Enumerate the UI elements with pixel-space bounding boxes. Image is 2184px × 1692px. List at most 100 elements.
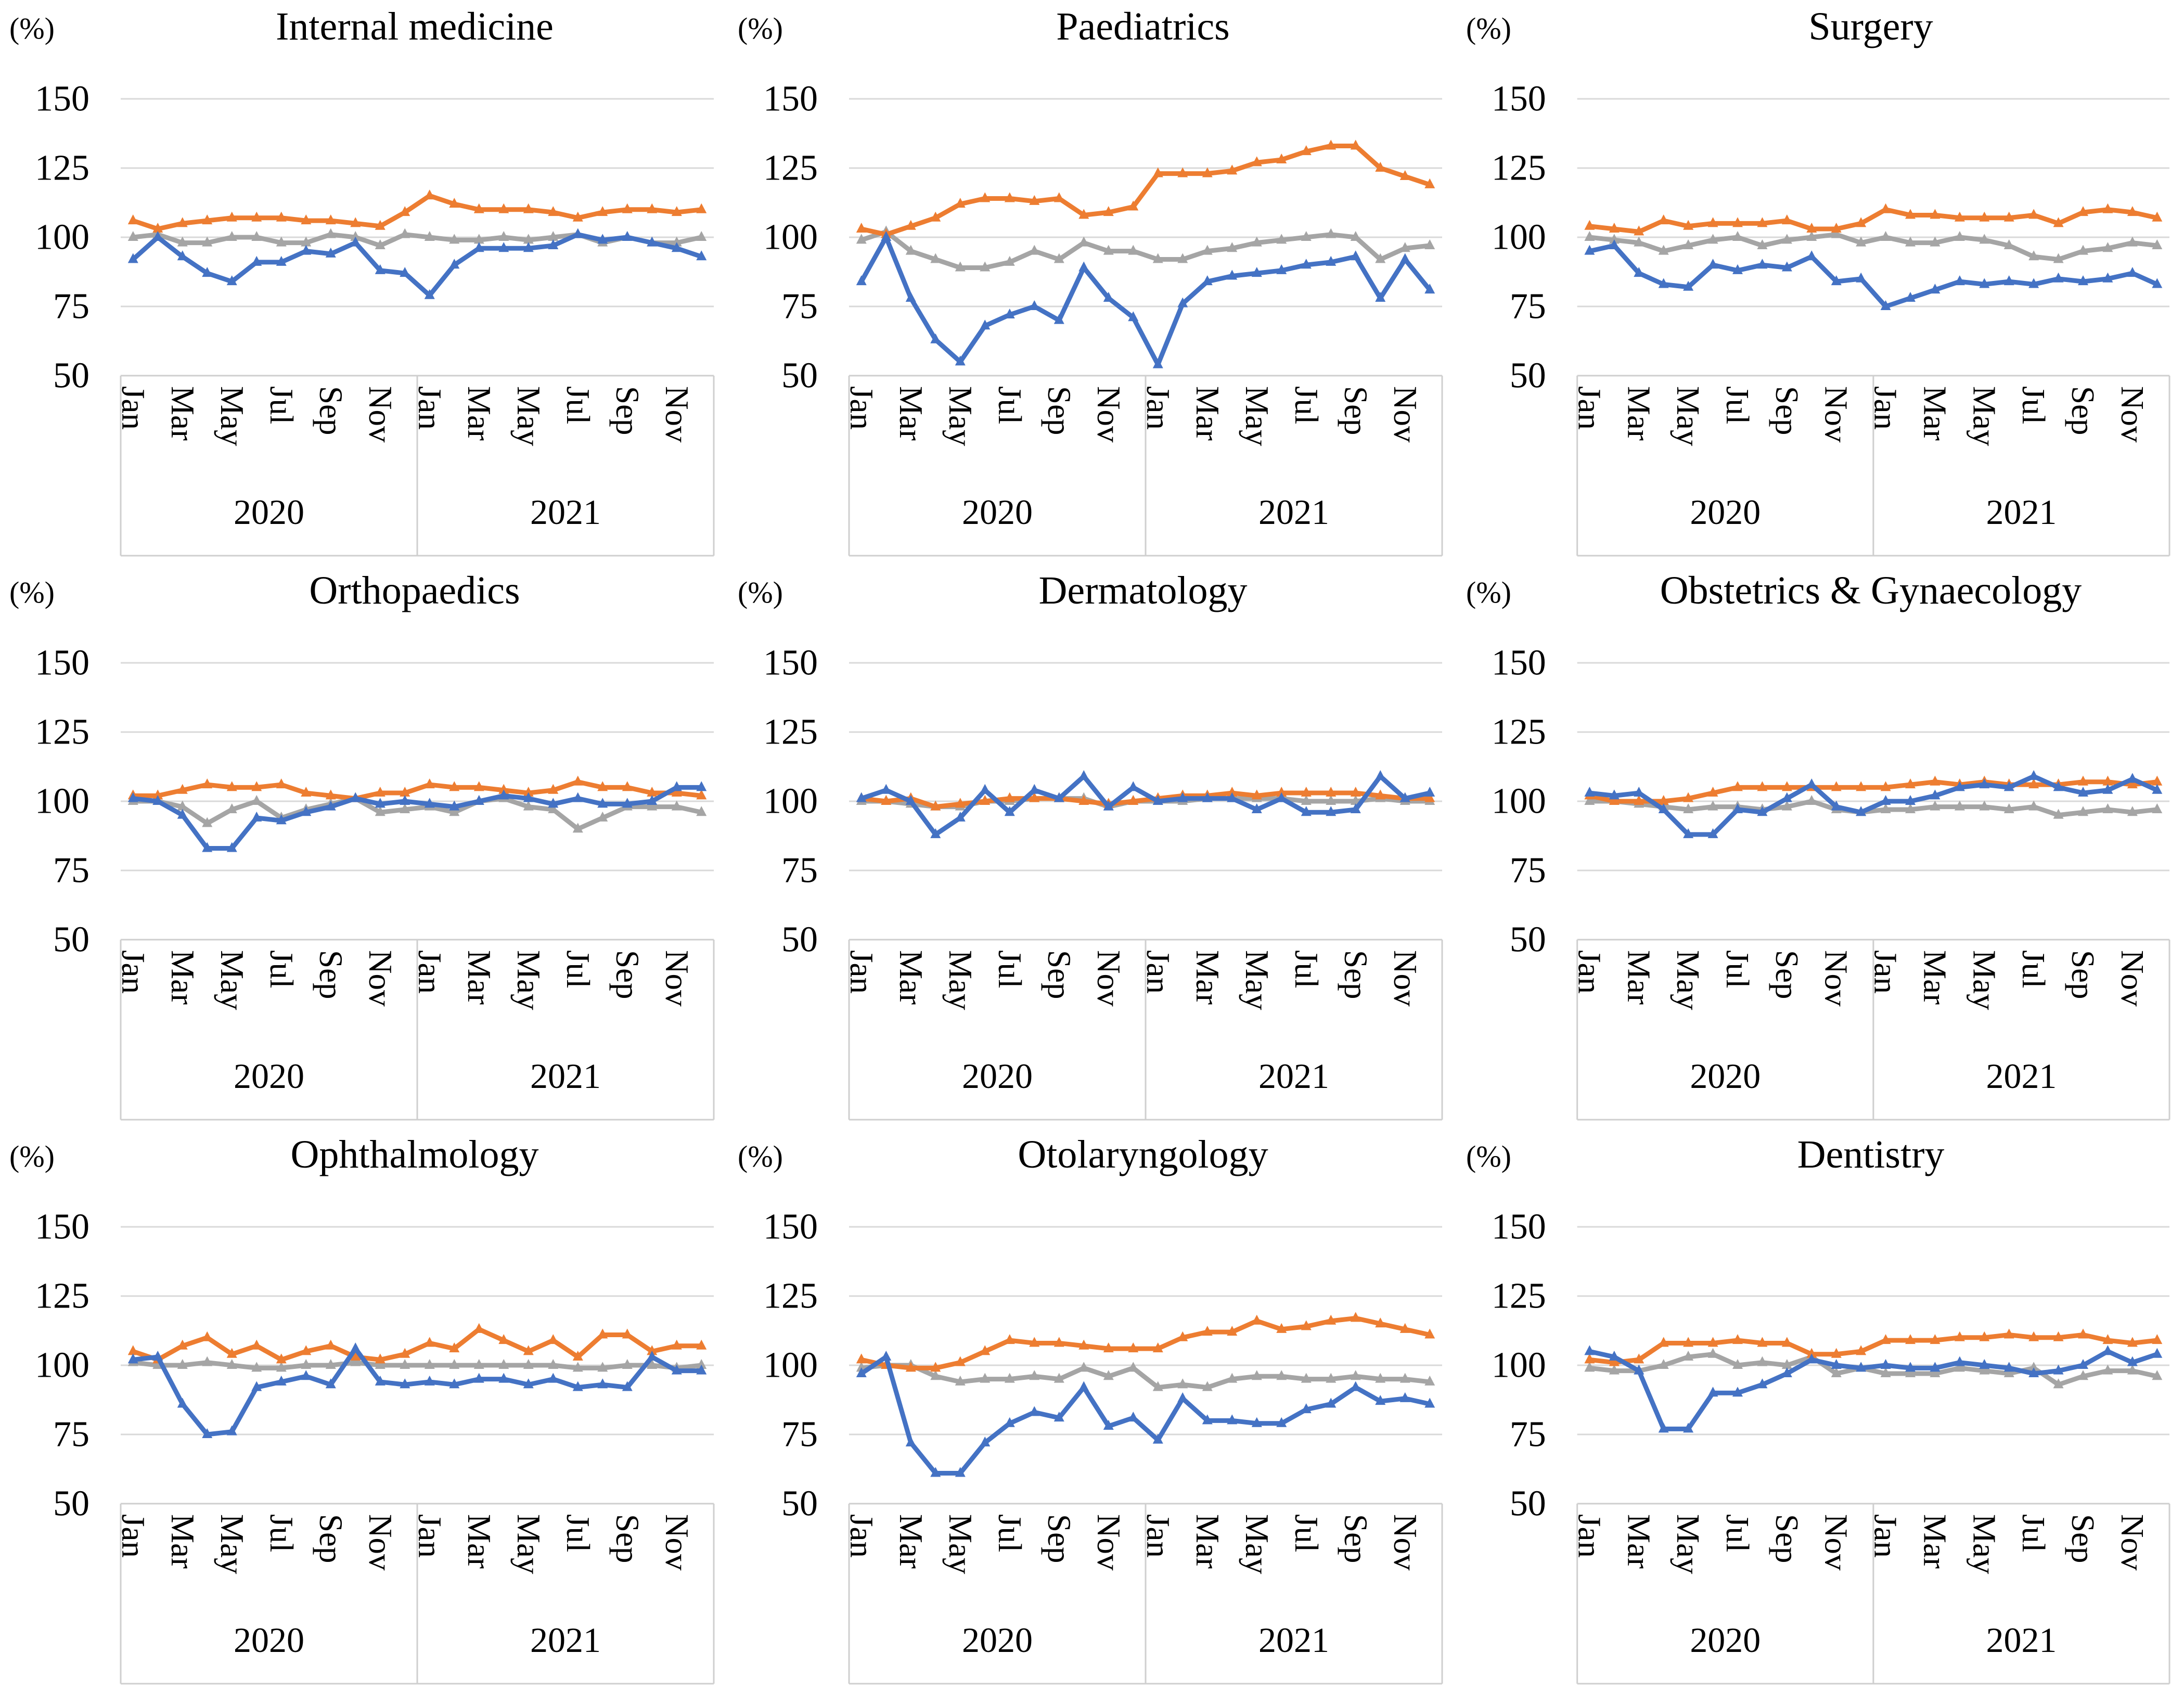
data-point-marker <box>1350 1312 1361 1322</box>
month-tick-label: Jan <box>843 386 880 430</box>
data-point-marker <box>498 231 509 241</box>
data-point-marker <box>1979 778 1990 789</box>
data-point-marker <box>1930 209 1941 219</box>
month-tick-label: Jul <box>1719 950 1756 989</box>
data-point-marker <box>1375 292 1386 302</box>
series-blue-line <box>1587 774 2160 837</box>
month-tick-label: May <box>1670 386 1706 446</box>
data-point-marker <box>375 220 386 230</box>
month-tick-label: Sep <box>1769 950 1805 999</box>
data-point-marker <box>202 1356 213 1366</box>
data-point-marker <box>1326 139 1337 150</box>
chart-obstetrics-gynaecology: 150 125 100 75 50 Jan Mar May Jul Sep Nov Jan Mar May… <box>1457 564 2184 1128</box>
data-point-marker <box>1880 1367 1891 1377</box>
series-blue-markers <box>127 1342 707 1438</box>
month-tick-label: Sep <box>609 1514 646 1563</box>
month-tick-label: Jul <box>560 950 596 989</box>
data-point-marker <box>523 792 534 802</box>
data-point-marker <box>1584 1362 1595 1372</box>
data-point-marker <box>548 231 559 241</box>
y-tick-label: 50 <box>1510 355 1546 395</box>
y-tick-label: 100 <box>1492 217 1546 257</box>
data-point-marker <box>1954 1331 1965 1341</box>
month-tick-label: Jul <box>1288 950 1325 989</box>
data-point-marker <box>350 231 361 241</box>
series-blue-line <box>1587 243 2160 309</box>
series-orange-markers <box>856 139 1435 238</box>
month-tick-label: Sep <box>313 1514 349 1563</box>
data-point-marker <box>856 234 867 244</box>
data-point-marker <box>1054 314 1064 324</box>
year-label: 2021 <box>1986 1620 2057 1660</box>
series-orange-markers <box>127 189 707 233</box>
data-point-marker <box>1202 245 1213 255</box>
month-tick-label: Jul <box>992 386 1028 425</box>
chart-dentistry: 150 125 100 75 50 Jan Mar May Jul Sep Nov Jan Mar May… <box>1457 1128 2184 1692</box>
month-tick-label: Jan <box>412 386 448 430</box>
data-point-marker <box>276 236 287 247</box>
data-point-marker <box>1584 1345 1595 1355</box>
data-point-marker <box>424 1337 435 1347</box>
month-tick-label: Mar <box>1917 386 1953 441</box>
series-orange-markers <box>127 1323 707 1364</box>
y-tick-label: 75 <box>1510 850 1546 890</box>
data-point-marker <box>1177 1392 1188 1402</box>
data-point-marker <box>1930 800 1941 811</box>
data-point-marker <box>1584 220 1595 230</box>
data-point-marker <box>1029 300 1040 310</box>
series-blue-markers <box>1584 1345 2163 1433</box>
series-gray-markers <box>856 1359 1435 1391</box>
data-point-marker <box>1880 300 1891 310</box>
data-point-marker <box>1683 1337 1694 1347</box>
data-point-marker <box>905 292 916 302</box>
data-point-marker <box>1880 1359 1891 1369</box>
data-point-marker <box>1732 231 1743 241</box>
data-point-marker <box>400 1348 410 1358</box>
data-point-marker <box>1831 781 1842 791</box>
y-tick-label: 150 <box>35 1207 89 1247</box>
month-tick-label: Sep <box>313 950 349 999</box>
data-point-marker <box>1930 775 1941 786</box>
data-point-marker <box>647 236 658 247</box>
data-point-marker <box>2053 781 2064 791</box>
y-tick-label: 75 <box>781 287 818 327</box>
line-plot: 150 125 100 75 50 Jan Mar May Jul Sep Nov Jan Mar May… <box>763 79 1443 557</box>
month-tick-label: May <box>1966 1514 2002 1574</box>
data-point-marker <box>2003 1362 2014 1372</box>
data-point-marker <box>1128 1362 1139 1372</box>
y-tick-label: 75 <box>1510 286 1546 326</box>
data-point-marker <box>1078 795 1089 805</box>
month-tick-label: Jul <box>1719 1514 1756 1553</box>
data-point-marker <box>1954 1356 1965 1366</box>
data-point-marker <box>1103 245 1114 255</box>
month-tick-label: May <box>1670 950 1706 1010</box>
data-point-marker <box>1732 1334 1743 1344</box>
data-point-marker <box>1781 261 1792 272</box>
line-plot: 150 125 100 75 50 Jan Mar May Jul Sep Nov Jan Mar May… <box>763 643 1443 1121</box>
data-point-marker <box>1634 1353 1645 1364</box>
data-point-marker <box>127 214 138 225</box>
month-tick-label: Mar <box>1189 1514 1226 1569</box>
data-point-marker <box>671 236 682 247</box>
data-point-marker <box>1103 1420 1114 1430</box>
data-point-marker <box>301 806 312 816</box>
data-point-marker <box>1350 1370 1361 1380</box>
data-point-marker <box>1128 245 1139 255</box>
y-tick-label: 150 <box>763 79 818 119</box>
chart-title: Surgery <box>1808 5 1933 48</box>
data-point-marker <box>1584 787 1595 797</box>
data-point-marker <box>2127 1337 2138 1347</box>
data-point-marker <box>930 1467 941 1477</box>
data-point-marker <box>856 1353 867 1364</box>
data-point-marker <box>1634 787 1645 797</box>
data-point-marker <box>202 236 213 247</box>
data-point-marker <box>2152 784 2163 794</box>
data-point-marker <box>1276 264 1287 274</box>
data-point-marker <box>1806 1353 1817 1364</box>
data-point-marker <box>980 319 991 330</box>
data-point-marker <box>1757 239 1768 249</box>
month-tick-label: Mar <box>164 1514 201 1569</box>
data-point-marker <box>1732 1387 1743 1397</box>
data-point-marker <box>449 1359 460 1369</box>
data-point-marker <box>881 231 892 241</box>
